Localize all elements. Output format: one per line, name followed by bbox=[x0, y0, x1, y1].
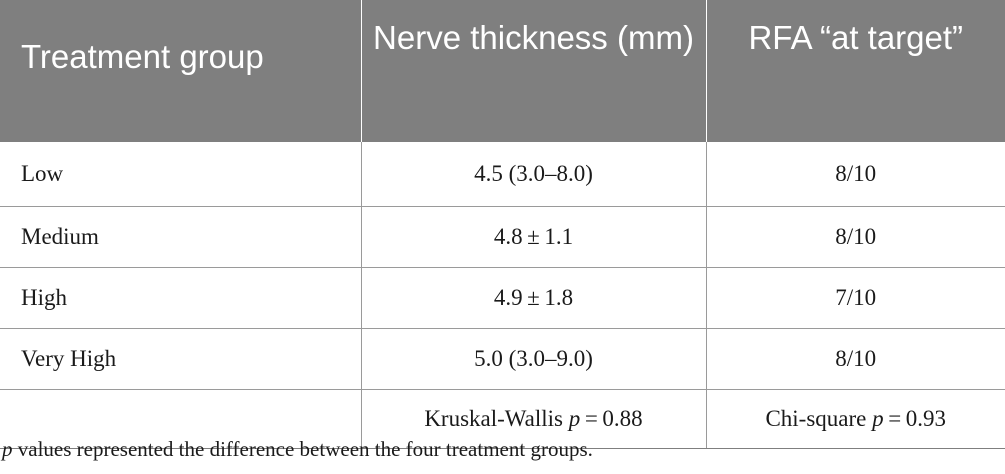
table-row: Medium 4.8 ± 1.1 8/10 bbox=[0, 206, 1005, 268]
stats-row: Kruskal-Wallis p = 0.88 Chi-square p = 0… bbox=[0, 389, 1005, 449]
row-group-label: Very High bbox=[0, 328, 362, 390]
results-table: Treatment group Nerve thickness (mm) RFA… bbox=[0, 0, 1005, 449]
table-row: High 4.9 ± 1.8 7/10 bbox=[0, 267, 1005, 329]
header-treatment-group: Treatment group bbox=[0, 0, 362, 142]
footnote-p-symbol: p bbox=[2, 437, 13, 461]
rfa-p-value-cell: Chi-square p = 0.93 bbox=[706, 389, 1005, 449]
thickness-p-value: = 0.88 bbox=[580, 406, 643, 431]
table-row: Low 4.5 (3.0–8.0) 8/10 bbox=[0, 142, 1005, 207]
table-header-row: Treatment group Nerve thickness (mm) RFA… bbox=[0, 0, 1005, 142]
thickness-test-name: Kruskal-Wallis bbox=[424, 406, 563, 431]
row-rfa-value: 8/10 bbox=[706, 206, 1005, 268]
stats-row-empty-cell bbox=[0, 389, 362, 449]
row-rfa-value: 8/10 bbox=[706, 328, 1005, 390]
table-row: Very High 5.0 (3.0–9.0) 8/10 bbox=[0, 328, 1005, 390]
thickness-p-symbol: p bbox=[568, 406, 581, 431]
header-rfa-at-target: RFA “at target” bbox=[706, 0, 1005, 142]
rfa-p-symbol: p bbox=[872, 406, 884, 431]
row-thickness-value: 4.5 (3.0–8.0) bbox=[361, 142, 707, 207]
row-rfa-value: 8/10 bbox=[706, 142, 1005, 207]
row-thickness-value: 5.0 (3.0–9.0) bbox=[361, 328, 707, 390]
row-group-label: High bbox=[0, 267, 362, 329]
rfa-p-value: = 0.93 bbox=[883, 406, 947, 431]
table-footnote: p values represented the difference betw… bbox=[2, 437, 593, 462]
thickness-p-value-cell: Kruskal-Wallis p = 0.88 bbox=[361, 389, 707, 449]
row-thickness-value: 4.8 ± 1.1 bbox=[361, 206, 707, 268]
row-thickness-value: 4.9 ± 1.8 bbox=[361, 267, 707, 329]
row-group-label: Medium bbox=[0, 206, 362, 268]
rfa-test-name: Chi-square bbox=[765, 406, 867, 431]
row-rfa-value: 7/10 bbox=[706, 267, 1005, 329]
header-nerve-thickness: Nerve thickness (mm) bbox=[361, 0, 707, 142]
row-group-label: Low bbox=[0, 142, 362, 207]
footnote-text: values represented the difference betwee… bbox=[12, 437, 593, 461]
